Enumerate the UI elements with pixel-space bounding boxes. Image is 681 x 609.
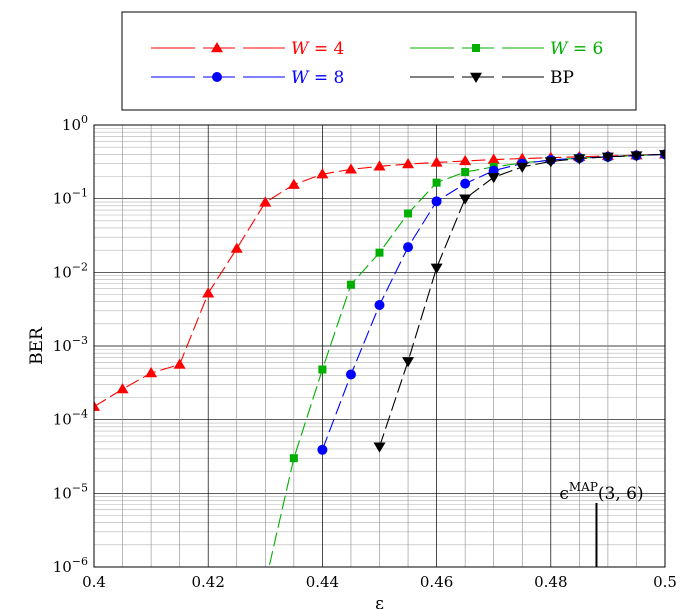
- data-point: [316, 168, 329, 179]
- data-point: [404, 209, 413, 218]
- data-point: [573, 154, 586, 165]
- x-tick-label: 0.42: [191, 573, 224, 591]
- data-point: [487, 153, 500, 164]
- series-clip-group: [94, 148, 665, 567]
- legend-box: [121, 11, 637, 111]
- data-point: [344, 163, 357, 174]
- y-axis-label: BER: [27, 326, 47, 365]
- legend-marker: [212, 72, 222, 82]
- x-tick-label: 0.44: [306, 573, 339, 591]
- y-tick-label: 10−6: [53, 555, 88, 576]
- data-point: [116, 383, 129, 394]
- data-point: [230, 242, 243, 253]
- data-point: [630, 151, 643, 162]
- legend-marker: [470, 72, 482, 83]
- x-tick-label: 0.5: [653, 573, 677, 591]
- x-axis-label: ε: [375, 594, 384, 609]
- legend-entry: BP: [410, 68, 574, 88]
- data-point: [461, 168, 470, 177]
- x-tick-label: 0.4: [82, 573, 106, 591]
- data-point: [516, 162, 529, 173]
- x-tick-label: 0.48: [534, 573, 567, 591]
- legend-label: W = 8: [291, 68, 344, 88]
- data-point: [544, 157, 557, 168]
- y-tick-label: 10−1: [53, 187, 88, 208]
- plot-frame: [93, 124, 666, 568]
- data-point: [145, 367, 158, 378]
- data-point: [431, 196, 442, 207]
- y-tick-label: 10−5: [53, 481, 88, 502]
- data-point: [345, 369, 356, 380]
- data-point: [202, 287, 215, 298]
- data-point: [460, 178, 471, 189]
- data-point: [346, 280, 355, 289]
- data-point: [430, 263, 443, 274]
- legend-label: BP: [550, 68, 574, 88]
- legend: W = 4 W = 6 W = 8 BP: [121, 11, 637, 111]
- data-point: [317, 444, 328, 455]
- data-point: [289, 454, 298, 463]
- data-point: [373, 442, 386, 453]
- data-point: [487, 173, 500, 184]
- legend-entry: W = 8: [151, 68, 344, 88]
- data-point: [459, 194, 472, 205]
- data-point: [173, 358, 186, 369]
- y-tick-label: 10−4: [53, 408, 88, 429]
- data-point: [459, 154, 472, 166]
- legend-marker: [472, 44, 480, 52]
- data-point: [432, 178, 441, 187]
- data-point: [402, 357, 415, 368]
- annotation-label: ϵMAP(3, 6): [559, 480, 643, 504]
- axis-ticks: 0.4 0.42 0.44 0.46 0.48 0.5 100 10−1 10−2 10−3 10−…: [53, 113, 677, 591]
- legend-marker: [211, 42, 223, 53]
- legend-label: W = 6: [550, 39, 603, 59]
- data-point: [94, 400, 100, 411]
- data-point: [402, 158, 415, 169]
- data-point: [318, 365, 327, 374]
- legend-entry: W = 6: [410, 39, 603, 59]
- data-point: [374, 300, 385, 311]
- y-tick-label: 10−2: [53, 260, 88, 281]
- legend-label: W = 4: [291, 39, 344, 59]
- data-point: [430, 156, 443, 167]
- legend-entry: W = 4: [151, 39, 344, 59]
- series-layer: [94, 148, 665, 567]
- series-bp: [373, 150, 665, 453]
- y-tick-label: 10−3: [53, 334, 88, 355]
- data-point: [375, 248, 384, 257]
- annotation: ϵMAP(3, 6): [559, 480, 644, 567]
- data-point: [403, 242, 414, 253]
- grid: [93, 124, 666, 568]
- data-point: [373, 160, 386, 171]
- data-point: [601, 152, 614, 163]
- y-tick-label: 100: [62, 113, 88, 134]
- x-tick-label: 0.46: [420, 573, 453, 591]
- data-point: [259, 196, 272, 207]
- data-point: [659, 150, 665, 161]
- data-point: [287, 178, 300, 189]
